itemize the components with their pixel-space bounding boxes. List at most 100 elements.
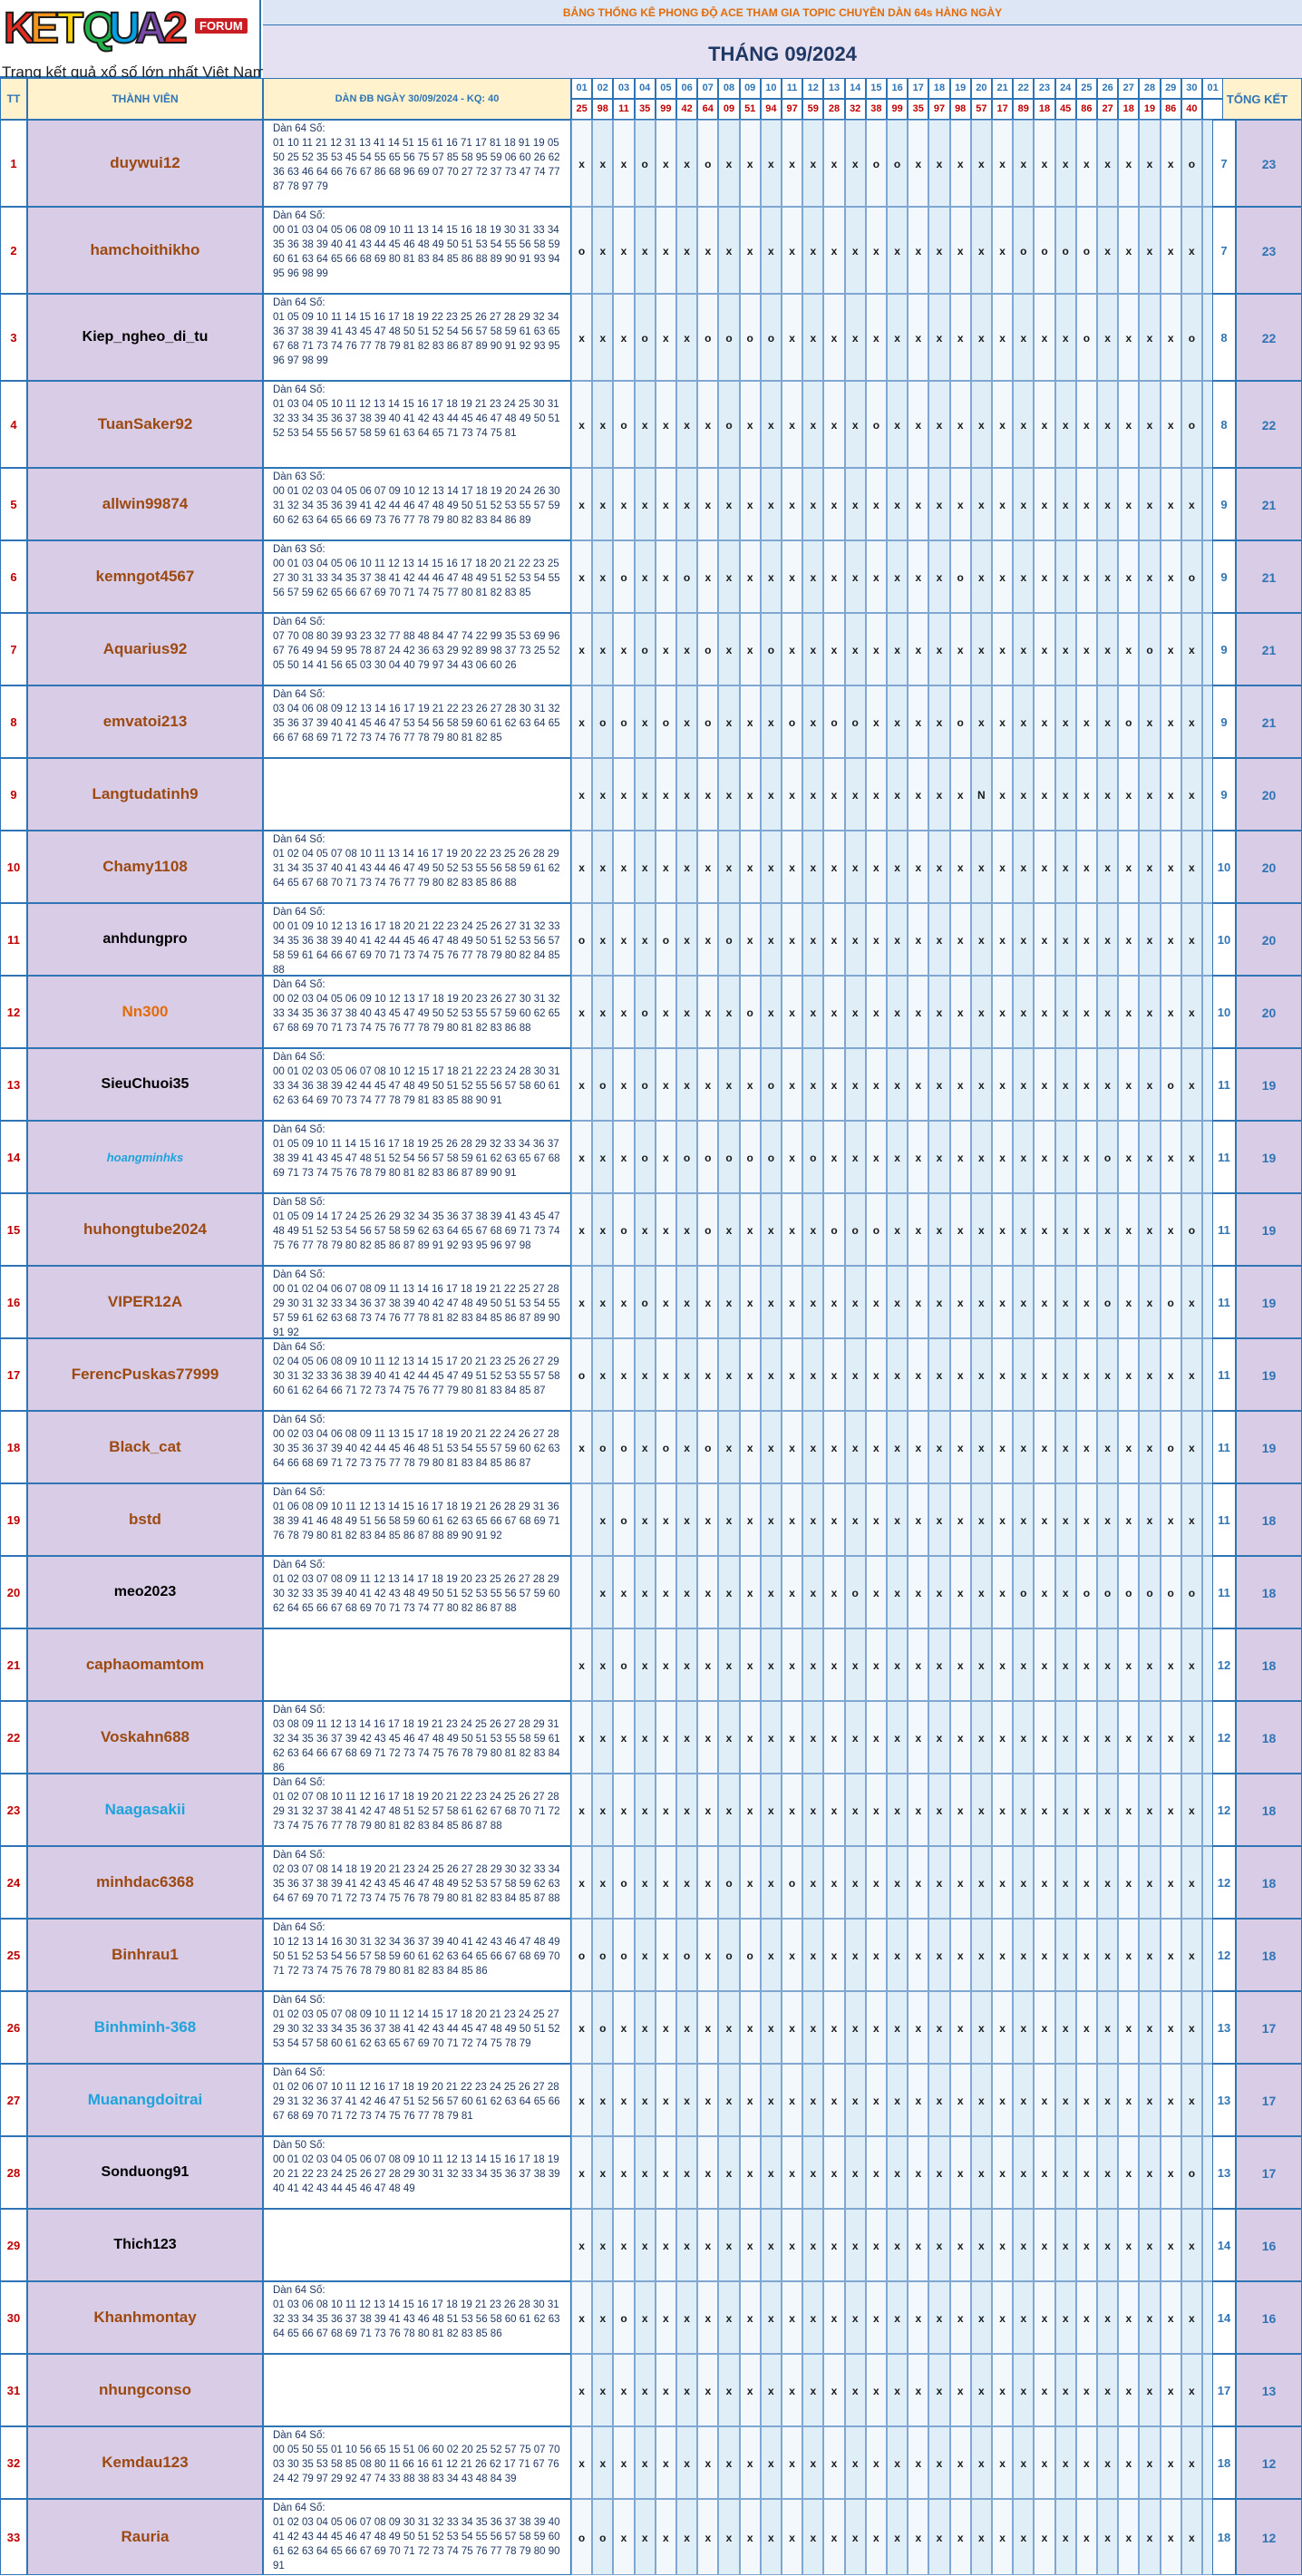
day-mark: x — [1075, 1193, 1097, 1266]
day-mark: x — [1118, 2354, 1140, 2426]
day-mark: o — [697, 613, 719, 685]
day-mark: x — [592, 2426, 614, 2499]
member-name[interactable]: Chamy1108 — [27, 831, 263, 903]
day-mark: x — [1097, 1919, 1119, 1991]
day-mark: x — [1054, 120, 1076, 207]
day-mark: x — [992, 2354, 1014, 2426]
total-score: 17 — [1236, 1991, 1302, 2064]
day-mark: x — [1013, 685, 1035, 758]
row-index: 18 — [0, 1411, 27, 1483]
day-mark: x — [1118, 2136, 1140, 2209]
member-name[interactable]: kemngot4567 — [27, 540, 263, 613]
day-mark: x — [592, 1483, 614, 1556]
member-name[interactable]: caphaomamtom — [27, 1628, 263, 1701]
member-name[interactable]: huhongtube2024 — [27, 1193, 263, 1266]
miss-count: 11 — [1212, 1411, 1236, 1483]
day-mark: x — [676, 120, 698, 207]
day-mark: x — [571, 613, 593, 685]
miss-count: 12 — [1212, 1628, 1236, 1701]
ketqua2-logo[interactable]: K E T Q U A 2 FORUM Trang kết quả xổ số … — [0, 0, 266, 81]
member-name[interactable]: Thich123 — [27, 2209, 263, 2281]
day-mark: o — [865, 120, 887, 207]
day-mark: x — [634, 685, 656, 758]
member-name[interactable]: nhungconso — [27, 2354, 263, 2426]
day-mark: x — [1181, 1701, 1202, 1774]
day-mark: x — [887, 1701, 908, 1774]
member-name[interactable]: hamchoithikho — [27, 207, 263, 294]
number-set-values: 01 05 09 10 11 14 15 16 17 18 19 22 23 2… — [273, 312, 560, 366]
day-mark: x — [782, 381, 803, 468]
number-set-values: 00 02 03 04 05 06 09 10 12 13 17 18 19 2… — [273, 994, 560, 1034]
member-name[interactable]: Binhrau1 — [27, 1919, 263, 1991]
day-mark: x — [1160, 1193, 1181, 1266]
member-name[interactable]: Naagasakii — [27, 1774, 263, 1846]
member-name[interactable]: bstd — [27, 1483, 263, 1556]
day-mark: x — [760, 120, 782, 207]
day-mark: x — [928, 1048, 950, 1121]
member-name[interactable]: Muanangdoitrai — [27, 2064, 263, 2136]
member-name[interactable]: meo2023 — [27, 1556, 263, 1628]
miss-count: 9 — [1212, 758, 1236, 831]
member-name[interactable]: Aquarius92 — [27, 613, 263, 685]
member-name[interactable]: Kiep_ngheo_di_tu — [27, 294, 263, 381]
day-mark: x — [844, 1628, 866, 1701]
day-mark: x — [992, 1121, 1014, 1193]
member-name[interactable]: Khanhmontay — [27, 2281, 263, 2354]
day-mark: x — [634, 1338, 656, 1411]
member-name[interactable]: Rauria — [27, 2499, 263, 2575]
day-mark: x — [844, 468, 866, 540]
miss-count: 11 — [1212, 1193, 1236, 1266]
day-mark: x — [865, 1483, 887, 1556]
row-index: 4 — [0, 381, 27, 468]
number-set: Dàn 64 Số: 01 02 03 07 08 09 11 12 13 14 … — [263, 1556, 571, 1628]
member-name[interactable]: Black_cat — [27, 1411, 263, 1483]
day-mark: o — [1118, 685, 1140, 758]
number-set-title: Dàn 64 Số: — [273, 834, 326, 845]
day-result-number: 42 — [676, 99, 698, 120]
day-mark: x — [1075, 831, 1097, 903]
day-mark: x — [1118, 1338, 1140, 1411]
day-mark: x — [949, 1628, 971, 1701]
member-name[interactable]: minhdac6368 — [27, 1846, 263, 1919]
member-name[interactable]: allwin99874 — [27, 468, 263, 540]
member-name[interactable]: TuanSaker92 — [27, 381, 263, 468]
number-set: Dàn 64 Số: 03 04 06 08 09 12 13 14 16 17 … — [263, 685, 571, 758]
member-name[interactable]: Binhminh-368 — [27, 1991, 263, 2064]
member-name[interactable]: emvatoi213 — [27, 685, 263, 758]
header-member: THÀNH VIÊN — [27, 78, 263, 120]
member-name[interactable]: duywui12 — [27, 120, 263, 207]
day-mark: x — [1013, 1266, 1035, 1338]
day-mark: x — [970, 2136, 992, 2209]
member-name[interactable]: SieuChuoi35 — [27, 1048, 263, 1121]
day-mark: x — [1054, 1048, 1076, 1121]
day-mark: x — [970, 2064, 992, 2136]
day-mark: x — [1013, 903, 1035, 976]
day-mark: x — [760, 1991, 782, 2064]
day-mark: x — [676, 1846, 698, 1919]
day-mark: x — [1054, 685, 1076, 758]
day-mark: x — [1160, 1121, 1181, 1193]
forum-badge: FORUM — [195, 18, 248, 34]
member-name[interactable]: anhdungpro — [27, 903, 263, 976]
day-mark: x — [739, 1411, 761, 1483]
number-set: Dàn 58 Số: 01 05 09 14 17 24 25 26 29 32 … — [263, 1193, 571, 1266]
member-name[interactable]: Kemdau123 — [27, 2426, 263, 2499]
day-mark: x — [1160, 2209, 1181, 2281]
day-mark: x — [676, 2136, 698, 2209]
day-result-number: 19 — [1139, 99, 1161, 120]
member-name[interactable]: Langtudatinh9 — [27, 758, 263, 831]
day-mark: x — [1160, 613, 1181, 685]
day-mark: x — [928, 1846, 950, 1919]
day-mark: x — [760, 2209, 782, 2281]
member-name[interactable]: hoangminhks — [27, 1121, 263, 1193]
member-name[interactable]: Sonduong91 — [27, 2136, 263, 2209]
number-set: Dàn 64 Số: 01 02 03 04 05 06 07 08 09 30 … — [263, 2499, 571, 2575]
day-mark: x — [760, 2499, 782, 2575]
member-name[interactable]: Nn300 — [27, 976, 263, 1048]
day-mark: o — [1181, 1193, 1202, 1266]
day-mark: x — [823, 120, 845, 207]
day-mark: x — [928, 468, 950, 540]
member-name[interactable]: Voskahn688 — [27, 1701, 263, 1774]
member-name[interactable]: FerencPuskas77999 — [27, 1338, 263, 1411]
member-name[interactable]: VIPER12A — [27, 1266, 263, 1338]
